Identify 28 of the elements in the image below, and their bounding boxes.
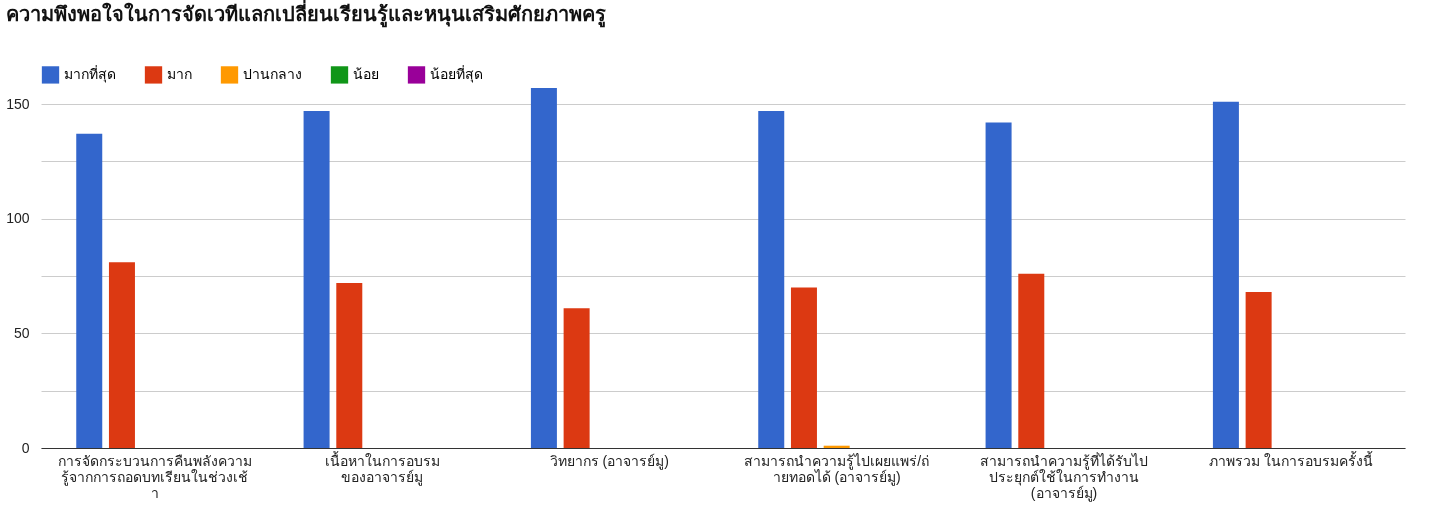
x-tick-label: ภาพรวม ในการอบรมครั้งนี้ (1209, 450, 1374, 469)
y-tick-label: 50 (13, 324, 30, 341)
bar (76, 133, 103, 448)
legend-label: ปานกลาง (243, 65, 302, 82)
x-tick-label: สามารถนำความรู้ไปเผยแพร่/ถ่ายทอดได้ (อาจารย์มู) (744, 452, 930, 486)
bar (108, 262, 135, 448)
bar (985, 122, 1012, 448)
legend-label: มากที่สุด (64, 64, 116, 83)
bar (758, 110, 785, 448)
x-tick-label: การจัดกระบวนการคืนพลังความรู้จากการถอดบทเรียนในช่วงเช้า (57, 452, 252, 501)
bar (1212, 101, 1239, 448)
chart-title: ความพึงพอใจในการจัดเวทีแลกเปลี่ยนเรียนรู้และหนุนเสริมศักยภาพครู (5, 0, 606, 28)
bar (336, 282, 363, 448)
x-tick-label: วิทยากร (อาจารย์มู) (549, 452, 669, 470)
legend-label: น้อย (353, 65, 379, 82)
bar (563, 308, 590, 448)
bar (790, 287, 817, 448)
y-tick-label: 0 (21, 439, 30, 456)
bar (530, 88, 557, 448)
x-tick-label: สามารถนำความรู้ที่ได้รับไปประยุกต์ใช้ในการทำงาน (อาจารย์มู) (980, 451, 1148, 502)
legend-label: มาก (167, 65, 192, 82)
legend-label: น้อยที่สุด (430, 64, 483, 83)
bar (303, 110, 330, 448)
bar (1245, 292, 1272, 448)
x-tick-label: เนื้อหาในการอบรม ของอาจารย์มู (324, 450, 440, 486)
bar (1018, 273, 1045, 448)
y-tick-label: 100 (6, 210, 30, 227)
y-tick-label: 150 (6, 95, 30, 112)
